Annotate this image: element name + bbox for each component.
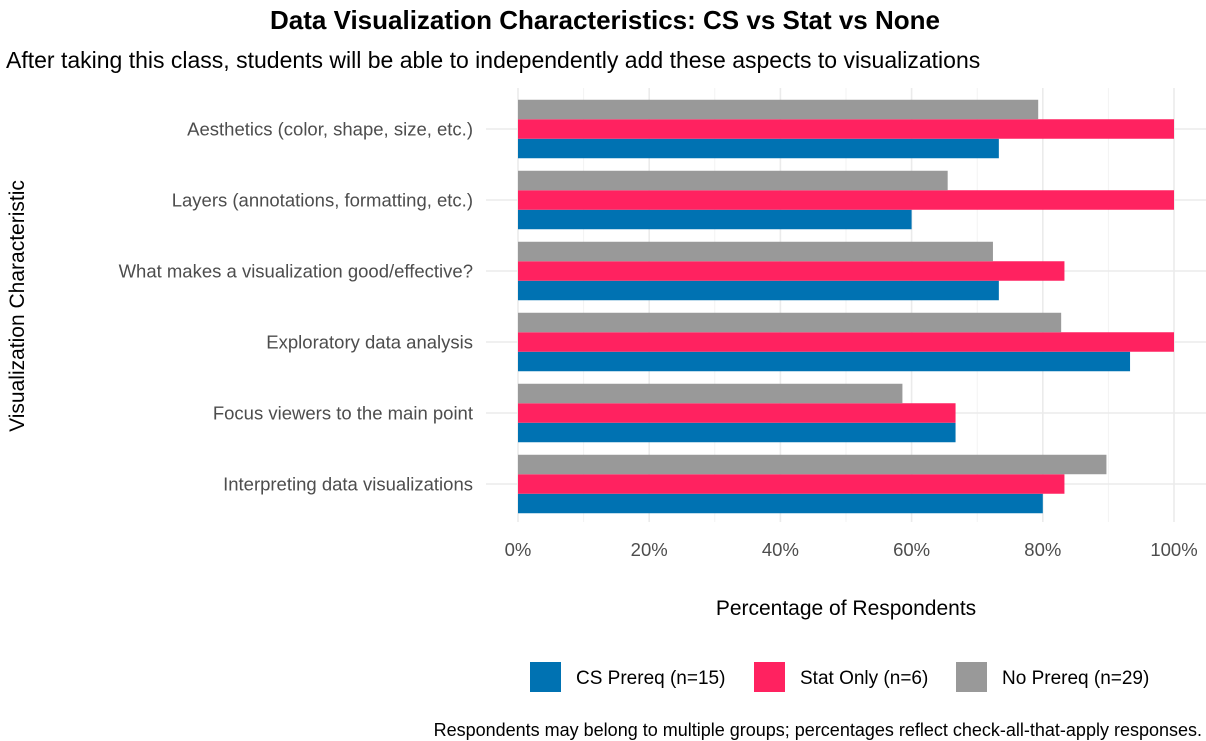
bar (518, 383, 903, 404)
bar (518, 351, 1131, 372)
bar (518, 422, 956, 443)
y-tick-label: Exploratory data analysis (266, 332, 473, 353)
x-tick-label: 0% (505, 539, 532, 560)
bar (518, 190, 1174, 210)
bars (518, 99, 1174, 514)
y-tick-label: What makes a visualization good/effectiv… (119, 261, 473, 282)
bar (518, 454, 1107, 475)
bar (518, 493, 1043, 514)
x-tick-label: 60% (893, 539, 930, 560)
y-tick-labels: Aesthetics (color, shape, size, etc.) Lay… (119, 119, 473, 495)
bar (518, 312, 1062, 333)
legend-label: No Prereq (n=29) (1002, 668, 1149, 689)
x-tick-label: 40% (762, 539, 799, 560)
legend-key (530, 662, 561, 692)
y-tick-label: Interpreting data visualizations (223, 474, 473, 495)
bar (518, 403, 956, 423)
y-tick-label: Aesthetics (color, shape, size, etc.) (187, 119, 473, 140)
x-axis-title: Percentage of Respondents (716, 597, 976, 620)
x-tick-label: 80% (1024, 539, 1061, 560)
x-tick-labels: 0% 20% 40% 60% 80% 100% (505, 539, 1198, 560)
bar (518, 138, 999, 159)
legend-key (956, 662, 987, 692)
y-tick-label: Focus viewers to the main point (213, 403, 473, 424)
y-axis-title: Visualization Characteristic (6, 180, 29, 432)
bar (518, 474, 1065, 494)
legend-key (754, 662, 785, 692)
bar (518, 119, 1174, 139)
legend-label: Stat Only (n=6) (800, 668, 928, 689)
chart-subtitle: After taking this class, students will b… (6, 47, 980, 73)
bar (518, 261, 1065, 281)
bar (518, 280, 999, 301)
legend-label: CS Prereq (n=15) (576, 668, 725, 689)
bar (518, 209, 912, 230)
y-tick-label: Layers (annotations, formatting, etc.) (172, 190, 473, 211)
legend: CS Prereq (n=15) Stat Only (n=6) No Prereq… (530, 662, 1149, 692)
chart-caption: Respondents may belong to multiple group… (434, 720, 1202, 740)
bar (518, 241, 993, 262)
bar (518, 332, 1174, 352)
chart-title: Data Visualization Characteristics: CS v… (270, 5, 940, 35)
x-tick-label: 20% (631, 539, 668, 560)
bar (518, 170, 948, 191)
x-tick-label: 100% (1150, 539, 1197, 560)
bar (518, 99, 1039, 120)
